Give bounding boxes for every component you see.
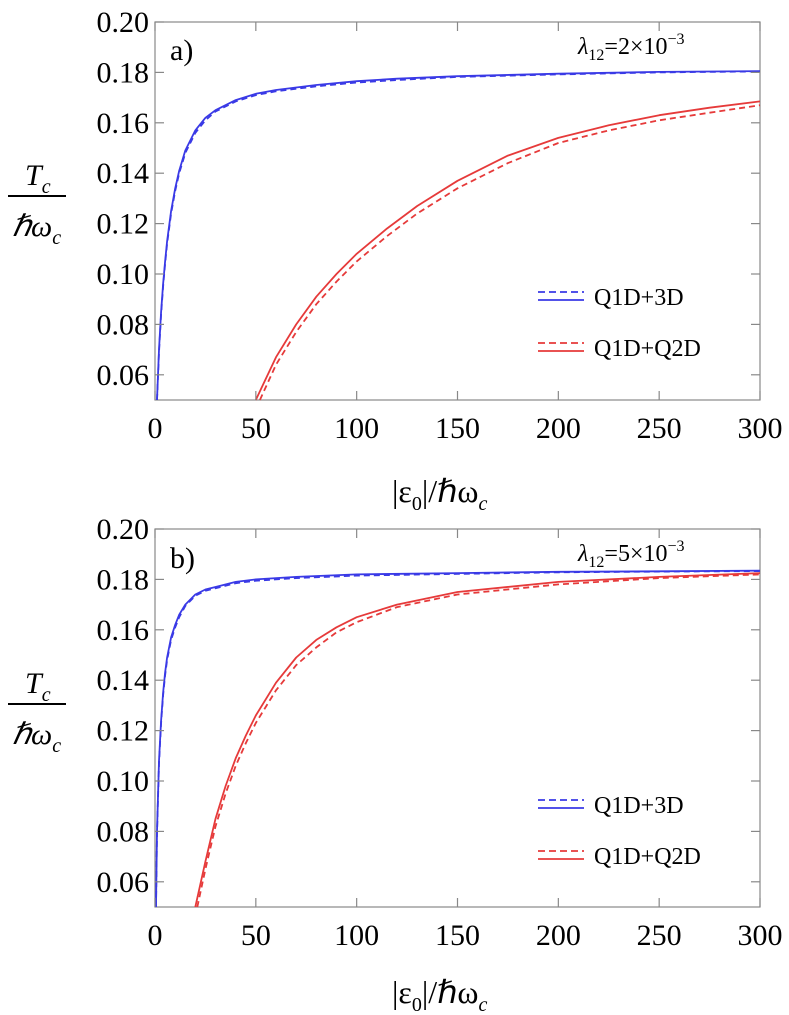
lambda-mantissa: =5×10 [604,541,667,567]
x-tick-label: 150 [435,919,480,952]
y-tick-label: 0.18 [97,563,150,596]
legend: Q1D+3D Q1D+Q2D [538,793,701,870]
series-group [155,569,761,908]
series-line-q1d-q2d-dashed [196,573,761,908]
x-tick-label: 100 [334,919,379,952]
x-tick-label: 0 [148,919,163,952]
lambda-exp: −3 [667,31,684,48]
series-line-q1d-q2d-dashed [259,104,761,401]
panel-b: 0 50 100 150 200 250 300 0.060.080.100.120.140… [8,513,783,1015]
series-group [156,70,761,401]
y-tick-label: 0.12 [97,208,150,241]
legend: Q1D+3D Q1D+Q2D [538,285,701,362]
y-tick-label: 0.10 [97,765,150,798]
y-ticks: 0.06 0.08 0.10 0.12 0.14 0.16 0.18 0.20 [97,513,760,899]
y-ticks: 0.06 0.08 0.10 0.12 0.14 0.16 0.18 0.20 [97,6,760,392]
y-tick-label: 0.16 [97,107,150,140]
x-tick-label: 50 [241,412,271,445]
x-tick-label: 300 [738,412,783,445]
y-tick-label: 0.14 [97,664,150,697]
y-label-denominator: ℏωc [12,718,61,757]
panel-a: 0 50 100 150 200 250 300 0.060.080.100.120.140… [8,6,783,515]
y-axis-label: Tc ℏωc [8,667,66,757]
y-tick-label: 0.20 [97,513,150,546]
y-label-numerator: Tc [25,667,51,706]
legend-label-q1d-q2d: Q1D+Q2D [594,844,701,870]
series-line-q1d-3d-dashed [155,570,761,908]
x-axis-label: |ε0|/ℏωc [392,473,487,515]
legend-label-q1d-3d: Q1D+3D [594,285,684,311]
y-label-numerator: Tc [25,159,51,198]
lambda-symbol: λ [577,541,588,567]
x-tick-label: 50 [241,919,271,952]
x-tick-label: 200 [536,412,581,445]
x-tick-label: 250 [637,412,682,445]
y-tick-label: 0.06 [97,359,150,392]
y-tick-label: 0.16 [97,614,150,647]
lambda-sub: 12 [588,554,604,571]
lambda-symbol: λ [577,34,588,60]
y-tick-label: 0.10 [97,258,150,291]
lambda-mantissa: =2×10 [604,34,667,60]
lambda-sub: 12 [588,47,604,64]
y-tick-label: 0.08 [97,308,150,341]
x-tick-label: 150 [435,412,480,445]
legend-label-q1d-3d: Q1D+3D [594,793,684,819]
legend-label-q1d-q2d: Q1D+Q2D [594,336,701,362]
x-tick-label: 300 [738,919,783,952]
y-tick-label: 0.14 [97,157,150,190]
lambda-annotation: λ12=5×10−3 [577,538,685,571]
x-ticks: 0 50 100 150 200 250 300 [148,22,783,445]
y-tick-label: 0.08 [97,815,150,848]
x-tick-label: 100 [334,412,379,445]
y-tick-label: 0.06 [97,866,150,899]
x-tick-label: 0 [148,412,163,445]
lambda-exp: −3 [667,538,684,555]
panel-label: a) [170,34,193,67]
y-tick-label: 0.18 [97,56,150,89]
y-axis-label: Tc ℏωc [8,159,66,249]
y-tick-label: 0.20 [97,6,150,39]
x-tick-label: 250 [637,919,682,952]
x-tick-label: 200 [536,919,581,952]
x-ticks: 0 50 100 150 200 250 300 [148,529,783,952]
series-line-q1d-q2d-solid [254,100,761,401]
lambda-annotation: λ12=2×10−3 [577,31,685,64]
x-axis-label: |ε0|/ℏωc [392,974,487,1015]
panel-label: b) [170,542,195,575]
y-label-denominator: ℏωc [12,210,61,249]
y-tick-label: 0.12 [97,715,150,748]
series-line-q1d-q2d-solid [194,572,761,908]
